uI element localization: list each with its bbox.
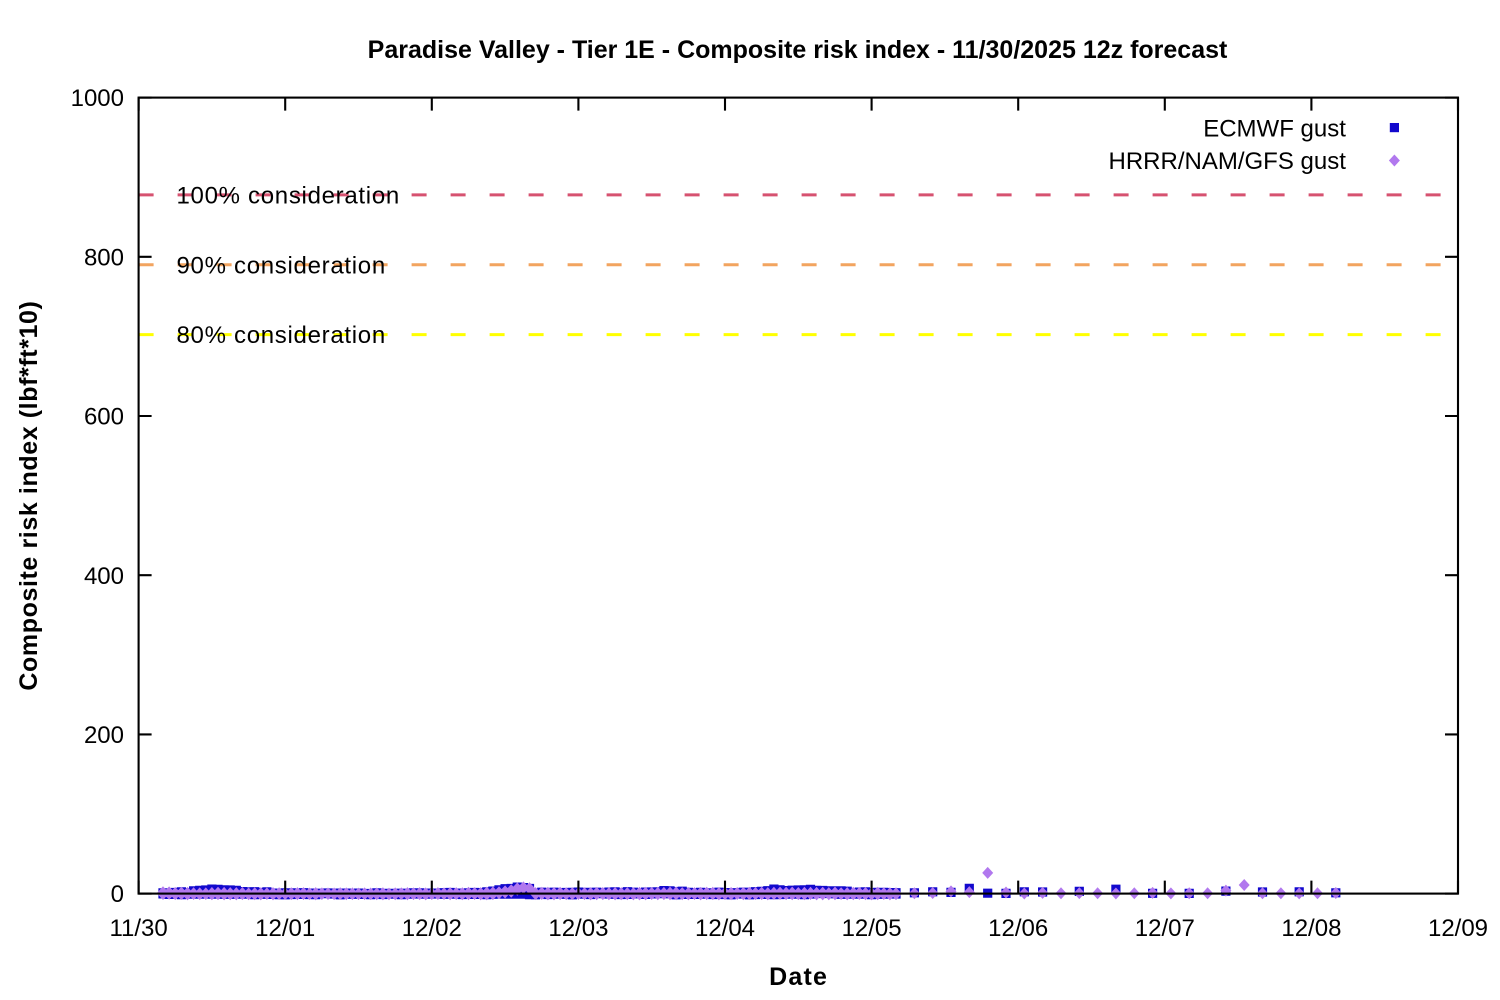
svg-text:12/01: 12/01 [255,915,315,942]
svg-text:12/05: 12/05 [842,915,902,942]
svg-text:12/06: 12/06 [988,915,1048,942]
svg-text:90% consideration: 90% consideration [177,252,386,279]
svg-text:ECMWF gust: ECMWF gust [1203,116,1346,143]
svg-text:Composite risk index (lbf*ft*1: Composite risk index (lbf*ft*10) [15,301,43,691]
svg-text:1000: 1000 [71,85,124,112]
svg-text:80% consideration: 80% consideration [177,322,386,349]
svg-text:0: 0 [111,881,124,908]
svg-text:600: 600 [84,404,124,431]
svg-text:400: 400 [84,563,124,590]
svg-text:100% consideration: 100% consideration [177,183,400,210]
svg-text:12/03: 12/03 [548,915,608,942]
svg-text:11/30: 11/30 [109,915,167,942]
svg-text:12/08: 12/08 [1281,915,1341,942]
svg-text:Paradise Valley - Tier 1E - Co: Paradise Valley - Tier 1E - Composite ri… [368,36,1228,64]
svg-text:12/07: 12/07 [1135,915,1195,942]
svg-text:12/04: 12/04 [695,915,755,942]
svg-text:Date: Date [769,963,828,991]
svg-text:12/09: 12/09 [1428,915,1488,942]
svg-text:HRRR/NAM/GFS gust: HRRR/NAM/GFS gust [1109,148,1347,175]
svg-text:12/02: 12/02 [402,915,462,942]
svg-text:200: 200 [84,722,124,749]
svg-text:800: 800 [84,244,124,271]
